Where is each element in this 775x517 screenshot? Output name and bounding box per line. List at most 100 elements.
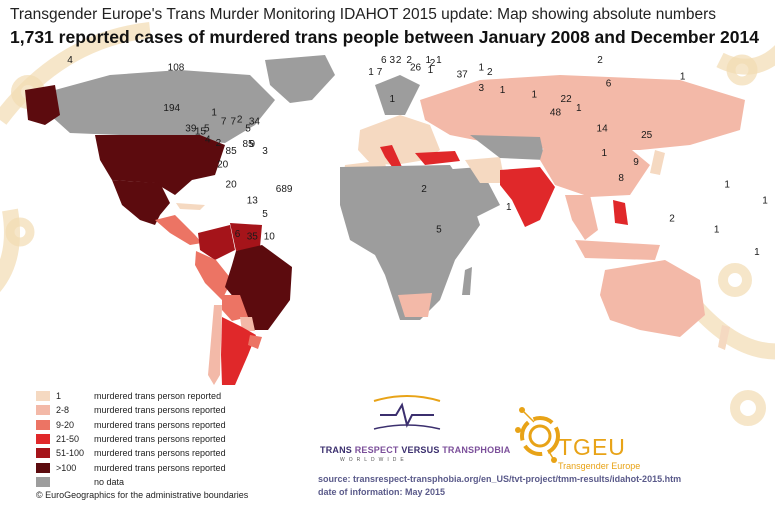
map-label-panama: 2 [216,138,222,149]
map-label-mexico: 194 [163,103,180,114]
australia-shape [600,260,705,337]
legend-range: 51-100 [56,448,85,459]
new-zealand-shape [718,325,730,350]
map-label-uk: 6 [381,55,387,66]
map-label-angola: 2 [421,184,427,195]
russia-shape [420,75,745,150]
map-label-russia: 2 [597,55,603,66]
map-label-venezuela: 9 [250,139,256,150]
legend-label: murdered trans persons reported [94,419,226,430]
canada [50,70,275,143]
usa-shape [95,135,225,195]
map-label-pacific-2: 1 [762,195,768,206]
legend-range: 2-8 [56,405,70,416]
tvt-project-name: TRANS RESPECT VERSUS TRANSPHOBIA [320,445,510,455]
alaska-shape [25,85,60,125]
venezuela-shape [230,223,262,251]
greenland [265,55,335,103]
iran-shape [465,157,505,183]
paraguay-shape [240,317,255,331]
legend-swatch [36,391,50,402]
map-label-south-africa: 5 [436,225,442,236]
map-label-italy: 26 [410,63,422,74]
map-label-costa-rica: 4 [205,135,211,146]
legend-label: murdered trans persons reported [94,462,226,473]
legend-swatch [36,419,50,430]
map-label-nepal: 22 [561,94,573,105]
tvt-worldwide: WORLDWIDE [340,457,408,463]
legend-row: 9-20 murdered trans persons reported [36,418,226,432]
philippines-shape [613,200,628,225]
map-label-turkey: 37 [457,69,469,80]
south-africa-shape [398,293,432,317]
legend-row: 21-50 murdered trans persons reported [36,432,226,446]
brazil-shape [225,245,292,330]
map-label-indonesia: 9 [633,157,639,168]
map-label-japan: 1 [680,72,686,83]
legend-range: 9-20 [56,419,75,430]
map-label-honduras: 5 [204,123,210,134]
legend-label: murdered trans person reported [94,391,222,402]
mexico-shape [112,180,170,225]
japan-shape [650,150,665,175]
tvt-word-respect: RESPECT [354,445,402,455]
tgeu-name: TGEU [558,434,626,460]
madagascar-shape [462,267,472,295]
china-shape [540,140,650,197]
colombia-shape [198,225,235,260]
map-label-pacific-3: 1 [714,225,720,236]
date-of-information: date of information: May 2015 [318,487,446,497]
map-label-iran: 1 [500,85,506,96]
legend-label: murdered trans persons reported [94,448,226,459]
map-label-cuba: 1 [211,108,217,119]
legend: 1 murdered trans person reported 2-8 mur… [36,389,226,489]
map-label-albania: 1 [428,65,434,76]
tvt-word-versus: VERSUS [401,445,443,455]
turkey-shape [415,151,460,165]
map-label-guyana: 3 [262,146,268,157]
map-label-serbia: 2 [430,58,436,69]
map-label-new-zealand: 1 [754,247,760,258]
ecuador-peru-shape [195,251,232,300]
map-label-caribbean: 34 [249,117,261,128]
map-label-bolivia: 13 [247,195,259,206]
argentina-shape [221,317,256,385]
legend-row: 1 murdered trans person reported [36,389,226,403]
map-label-georgia: 1 [478,63,484,74]
map-label-australia: 2 [669,213,675,224]
map-label-pacific-1: 1 [724,180,730,191]
map-label-iraq: 3 [478,83,484,94]
map-label-indian-ocean: 1 [506,202,512,213]
map-label-lithuania: 1 [436,55,442,66]
map-label-ecuador: 20 [217,159,229,170]
legend-range: 21-50 [56,434,80,445]
map-label-bangladesh: 1 [576,103,582,114]
chile-shape [208,305,222,385]
map-label-india: 48 [550,108,562,119]
southeast-asia-shape [565,195,598,240]
scandinavia-shape [375,75,420,115]
legend-range: >100 [56,462,77,473]
map-label-argentina: 35 [247,231,259,242]
legend-swatch [36,434,50,445]
tvt-word-transphobia: TRANSPHOBIA [442,445,511,455]
bolivia-shape [222,295,248,321]
legend-label: murdered trans persons reported [94,434,226,445]
uruguay-shape [248,335,262,349]
map-label-colombia: 85 [226,146,238,157]
europe-shape [358,115,440,165]
map-label-poland: 1 [425,55,431,66]
map-label-algeria: 1 [389,94,395,105]
legend-swatch [36,462,50,473]
tgeu-subtitle: Transgender Europe [558,461,641,471]
map-subtitle: 1,731 reported cases of murdered trans p… [10,27,759,47]
map-label-china: 6 [606,78,612,89]
map-label-haiti: 7 [230,117,236,128]
legend-range: 1 [56,391,62,402]
central-america-shape [155,215,202,245]
legend-label: murdered trans persons reported [94,405,226,416]
map-label-netherlands: 2 [396,55,402,66]
map-label-chile: 6 [235,229,241,240]
map-label-brazil: 689 [276,184,293,195]
